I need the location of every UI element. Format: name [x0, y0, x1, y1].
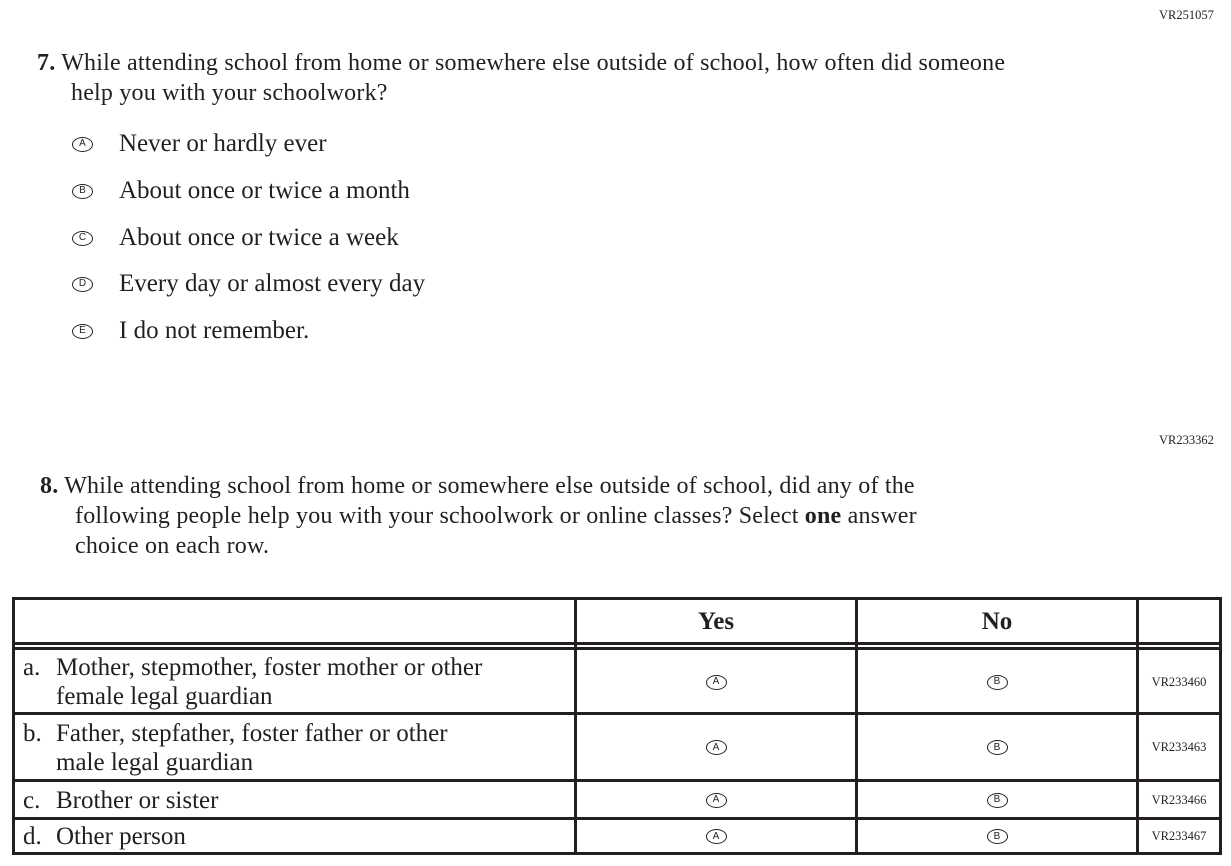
yes-cell[interactable]: A: [577, 651, 855, 713]
option-label: Every day or almost every day: [119, 270, 426, 297]
q7-option-c[interactable]: C About once or twice a week: [72, 224, 399, 252]
row-letter: b.: [23, 719, 42, 747]
row-label: a. Mother, stepmother, foster mother or o…: [15, 651, 582, 713]
table-rule: [1219, 597, 1222, 855]
row-code-label: VR233460: [1151, 674, 1207, 689]
question-8-line3: choice on each row.: [75, 533, 270, 559]
row-code-label: VR233467: [1151, 829, 1207, 843]
table-rule: [12, 779, 1222, 782]
no-cell[interactable]: B: [858, 820, 1136, 853]
yes-cell[interactable]: A: [577, 782, 855, 818]
answer-bubble-icon[interactable]: E: [72, 323, 93, 339]
table-rule: [12, 647, 1222, 650]
question-7-line1: While attending school from home or some…: [61, 50, 1006, 76]
table-rule: [12, 852, 1222, 855]
table-rule: [12, 642, 1222, 645]
q7-option-b[interactable]: B About once or twice a month: [72, 177, 410, 205]
row-label-line2: female legal guardian: [56, 683, 273, 710]
row-code: VR233467: [1139, 820, 1219, 853]
row-letter: d.: [23, 823, 42, 850]
question-8-line2: following people help you with your scho…: [75, 503, 917, 529]
question-8-line1: While attending school from home or some…: [64, 473, 915, 499]
table-rule: [12, 712, 1222, 715]
row-code: VR233460: [1139, 651, 1219, 713]
no-bubble-icon[interactable]: B: [986, 674, 1008, 690]
yes-bubble-icon[interactable]: A: [705, 740, 727, 755]
yes-cell[interactable]: A: [577, 715, 855, 780]
table-rule: [12, 817, 1222, 820]
table-rule: [1136, 597, 1139, 855]
header-yes: Yes: [577, 601, 855, 642]
no-cell[interactable]: B: [858, 651, 1136, 713]
question-7-line2: help you with your schoolwork?: [71, 80, 388, 106]
row-code-label: VR233466: [1151, 792, 1207, 807]
q7-option-d[interactable]: D Every day or almost every day: [72, 270, 425, 298]
option-label: About once or twice a week: [119, 224, 399, 251]
header-no: No: [858, 601, 1136, 642]
question-7-code: VR251057: [1159, 8, 1214, 22]
row-label-line1: Mother, stepmother, foster mother or oth…: [56, 654, 483, 681]
q7-option-e[interactable]: E I do not remember.: [72, 317, 309, 345]
table-rule: [855, 597, 858, 855]
row-letter: c.: [23, 786, 41, 814]
row-letter: a.: [23, 654, 41, 681]
no-cell[interactable]: B: [858, 782, 1136, 818]
yes-bubble-icon[interactable]: A: [705, 829, 727, 844]
yes-cell[interactable]: A: [577, 820, 855, 853]
no-bubble-icon[interactable]: B: [986, 740, 1008, 755]
no-bubble-icon[interactable]: B: [986, 792, 1008, 808]
row-code: VR233463: [1139, 715, 1219, 780]
header-yes-label: Yes: [697, 607, 735, 635]
table-rule: [12, 597, 15, 855]
row-code: VR233466: [1139, 782, 1219, 818]
row-label-line1: Brother or sister: [56, 786, 219, 814]
row-label: c. Brother or sister: [15, 782, 582, 818]
header-no-label: No: [981, 607, 1013, 635]
no-bubble-icon[interactable]: B: [986, 829, 1008, 844]
q7-option-a[interactable]: A Never or hardly ever: [72, 130, 327, 158]
answer-bubble-icon[interactable]: C: [72, 230, 93, 246]
row-label-line1: Father, stepfather, foster father or oth…: [56, 719, 448, 747]
option-label: About once or twice a month: [119, 177, 410, 204]
row-label: d. Other person: [15, 820, 582, 853]
question-8-code: VR233362: [1159, 433, 1214, 447]
question-7-text: 7. While attending school from home or s…: [37, 48, 1005, 108]
no-cell[interactable]: B: [858, 715, 1136, 780]
question-7-number: 7.: [37, 50, 56, 76]
answer-bubble-icon[interactable]: A: [72, 136, 93, 152]
question-8-text: 8. While attending school from home or s…: [40, 471, 917, 561]
yes-bubble-icon[interactable]: A: [705, 674, 727, 690]
option-label: Never or hardly ever: [119, 130, 327, 157]
option-label: I do not remember.: [119, 317, 310, 344]
row-label-line1: Other person: [56, 823, 186, 850]
answer-bubble-icon[interactable]: B: [72, 183, 93, 199]
yes-bubble-icon[interactable]: A: [705, 792, 727, 808]
row-label: b. Father, stepfather, foster father or o…: [15, 715, 582, 780]
table-rule: [12, 597, 1222, 600]
answer-bubble-icon[interactable]: D: [72, 276, 93, 292]
table-rule: [574, 597, 577, 855]
question-8-number: 8.: [40, 473, 59, 499]
row-code-label: VR233463: [1151, 740, 1207, 754]
row-label-line2: male legal guardian: [56, 748, 254, 776]
